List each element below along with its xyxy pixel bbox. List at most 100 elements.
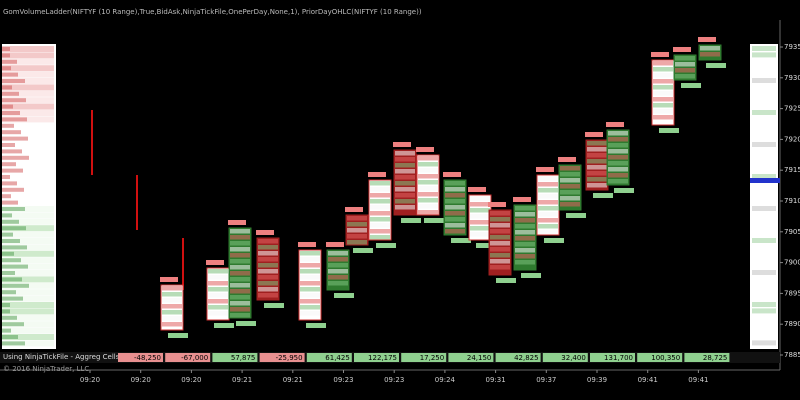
delta-cell [684,353,730,362]
ladder-row [2,321,54,328]
cell [230,283,250,288]
cell [445,223,465,228]
ladder-bar [2,232,13,237]
right-ladder-mark [752,78,776,83]
cell [515,242,535,247]
time-label: 09:24 [435,376,456,384]
delta-tag [513,197,531,202]
cell [370,217,390,222]
ladder-row [2,250,54,257]
cell [490,241,510,246]
cell [300,281,320,286]
delta-cell [448,353,494,362]
delta-tag [536,167,554,172]
ladder-row [2,110,54,116]
right-ladder-mark [752,302,776,307]
cell [230,265,250,270]
delta-tag [488,202,506,207]
cell [230,313,250,318]
ladder-row [2,186,54,193]
cell [162,286,182,291]
cell [230,277,250,282]
ladder-bar [2,322,24,327]
cell [370,187,390,192]
cell [470,220,490,225]
delta-tag [326,242,344,247]
ladder-bar [2,271,15,275]
cell [395,151,415,156]
ladder-row [2,270,54,276]
cell [230,307,250,312]
cell [445,187,465,192]
cell [328,281,348,286]
cell [653,97,673,102]
delta-tag [673,47,691,52]
cell [347,240,367,245]
ladder-row [2,97,54,104]
ladder-row [2,308,54,315]
delta-tag [521,273,541,278]
price-label: 7920 [784,135,800,143]
cell [300,275,320,280]
cell [675,62,695,67]
cell [230,295,250,300]
cell [395,175,415,180]
ladder-row [2,314,54,321]
delta-tag [334,293,354,298]
cell [538,224,558,229]
delta-tag [298,242,316,247]
ladder-row [2,46,54,52]
cell [328,263,348,268]
cell [653,109,673,114]
time-label: 09:20 [131,376,151,384]
cell [490,217,510,222]
cell [300,257,320,262]
cell [418,156,438,161]
ladder-row [2,206,54,212]
cell [395,163,415,168]
cell [208,281,228,286]
cell [587,153,607,158]
cell [675,68,695,73]
right-ladder-mark [752,340,776,346]
cell [445,181,465,186]
ladder-bar [2,59,17,64]
ladder-bar [2,130,21,135]
delta-cell [354,353,399,362]
ladder-row [2,71,54,78]
ladder-bar [2,296,23,301]
cell [587,159,607,164]
cell [538,194,558,199]
cell [515,260,535,265]
cell [230,301,250,306]
cell [515,218,535,223]
price-label: 7890 [784,320,800,328]
cell [395,199,415,204]
cell [300,251,320,256]
delta-value: 32,400 [561,354,586,362]
cell [653,91,673,96]
delta-tag [236,321,256,326]
ladder-row [2,244,54,251]
cell [300,293,320,298]
time-label: 09:20 [181,376,201,384]
ladder-bar [2,155,29,160]
ladder-bar [2,213,12,218]
ladder-row [2,231,54,238]
price-label: 7895 [784,289,800,297]
delta-tag [585,132,603,137]
cell [490,259,510,264]
delta-cell [118,353,163,362]
delta-tag [416,147,434,152]
ladder-bar [2,162,16,167]
cell [395,169,415,174]
cell [515,212,535,217]
price-label: 7905 [784,228,800,236]
ladder-row [2,302,54,308]
cell [608,173,628,178]
ladder-bar [2,207,25,211]
cell [538,218,558,223]
cell [395,181,415,186]
ladder-bar [2,85,12,90]
cell [162,298,182,303]
